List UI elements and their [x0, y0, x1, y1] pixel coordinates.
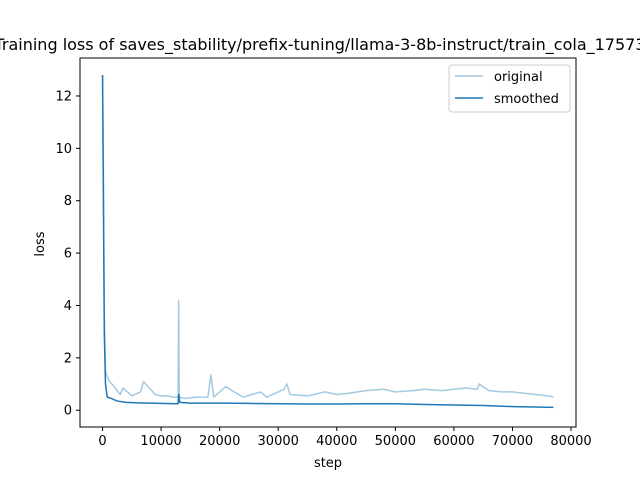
y-tick-label: 10: [55, 142, 72, 157]
chart-title: Training loss of saves_stability/prefix-…: [0, 35, 640, 55]
legend-box: [448, 64, 571, 113]
x-tick-label: 30000: [258, 434, 299, 449]
y-axis-label: loss: [33, 231, 48, 256]
y-tick-label: 12: [55, 89, 72, 104]
series-line-smoothed: [101, 75, 554, 409]
legend-label-smoothed: smoothed: [494, 92, 559, 107]
series-line-original: [101, 75, 554, 400]
y-tick-label: 2: [64, 351, 72, 366]
x-axis: 0 10000 20000 30000 40000 50000 60000 70000 8000…: [98, 427, 592, 449]
x-axis-label: step: [314, 456, 342, 471]
y-axis: 0 2 4 6 8 10 12: [55, 89, 80, 419]
plot-area: [101, 75, 554, 409]
y-tick-label: 8: [64, 194, 72, 209]
legend: original smoothed: [448, 64, 571, 113]
y-tick-label: 4: [64, 299, 72, 314]
x-tick-label: 60000: [433, 434, 474, 449]
y-tick-label: 0: [64, 404, 72, 419]
x-tick-label: 40000: [316, 434, 357, 449]
legend-label-original: original: [494, 70, 543, 85]
x-tick-label: 80000: [550, 434, 591, 449]
y-tick-label: 6: [64, 247, 72, 262]
x-tick-label: 10000: [140, 434, 181, 449]
x-tick-label: 50000: [375, 434, 416, 449]
x-tick-label: 20000: [199, 434, 240, 449]
x-tick-label: 70000: [492, 434, 533, 449]
plot-frame: [79, 57, 577, 428]
x-tick-label: 0: [98, 434, 106, 449]
